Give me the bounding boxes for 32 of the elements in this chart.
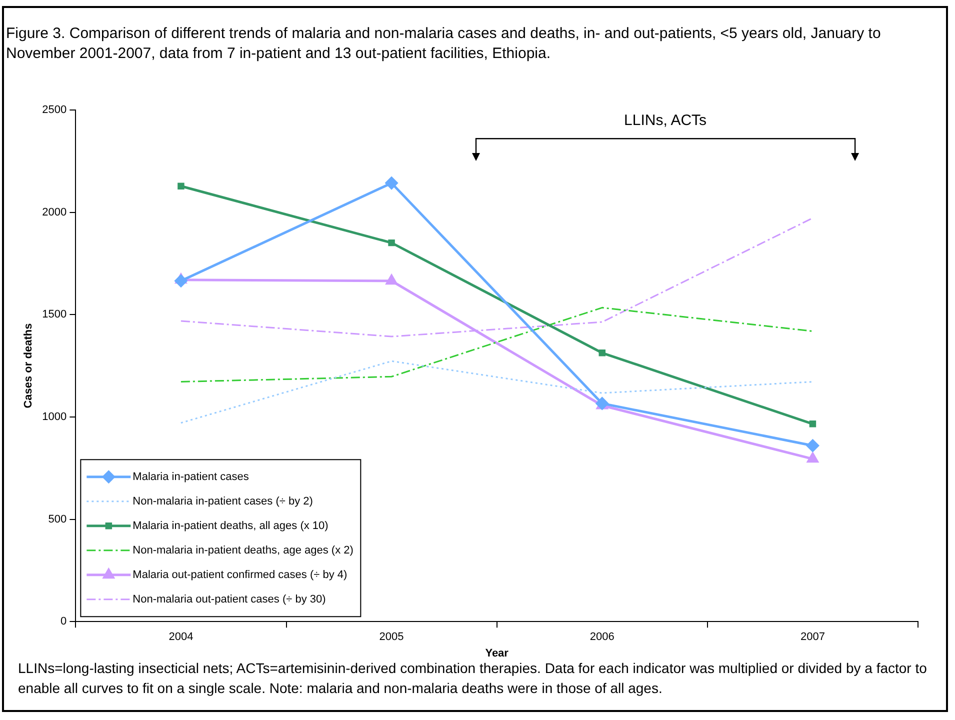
y-axis-title: Cases or deaths: [22, 323, 35, 408]
chart-title: Figure 3. Comparison of different trends of malaria and non-malaria cases and deaths, in- and out-patients, <5 years old, January to November 2001-2007, data from 7 in-patient and 13 out-patient facilities, Ethiopia.: [6, 24, 882, 64]
legend-label: Non-malaria in-patient cases (÷ by 2): [132, 495, 313, 508]
point: [598, 350, 606, 356]
y-tick-label: 2000: [42, 206, 67, 218]
x-tick-label: 2004: [168, 631, 194, 644]
point: [807, 452, 818, 463]
legend-label: Malaria in-patient cases: [132, 470, 250, 483]
y-tick-label: 2500: [42, 104, 67, 116]
point: [388, 239, 395, 246]
text: LLINs=long-lasting insecticial nets; ACTs=artemisinin-derived combination therapies. Data for each indicator was multiplied or divided by a factor to enable all curves to fit on a single scale. Note: malaria and non-malaria deaths were in those of all ages.: [18, 659, 928, 698]
legend-label: Non-malaria out-patient cases (÷ by 30): [132, 593, 326, 606]
x-tick-label: 2007: [800, 631, 825, 644]
point: [809, 420, 816, 428]
y-tick-label: 1000: [42, 410, 67, 423]
point: [174, 274, 188, 288]
legend-label: Malaria out-patient confirmed cases (÷ by 4): [132, 568, 348, 581]
y-tick-label: 1500: [42, 308, 67, 321]
point: [178, 182, 184, 190]
x-tick-label: 2006: [590, 631, 614, 644]
x-tick-label: 2005: [379, 631, 404, 644]
legend-label: Non-malaria in-patient deaths, age ages (x 2): [132, 544, 354, 556]
point: [385, 176, 398, 190]
legend-label: Malaria in-patient deaths, all ages (x 10): [132, 520, 328, 532]
point: [386, 274, 398, 285]
annotation: LLINs, ACTs: [624, 112, 707, 129]
line-series: [180, 306, 814, 383]
x-axis-title: Year: [485, 647, 510, 660]
y-tick-label: 500: [48, 513, 67, 526]
line-series: [180, 360, 814, 424]
point: [806, 439, 819, 452]
y-tick-label: 0: [60, 616, 67, 628]
